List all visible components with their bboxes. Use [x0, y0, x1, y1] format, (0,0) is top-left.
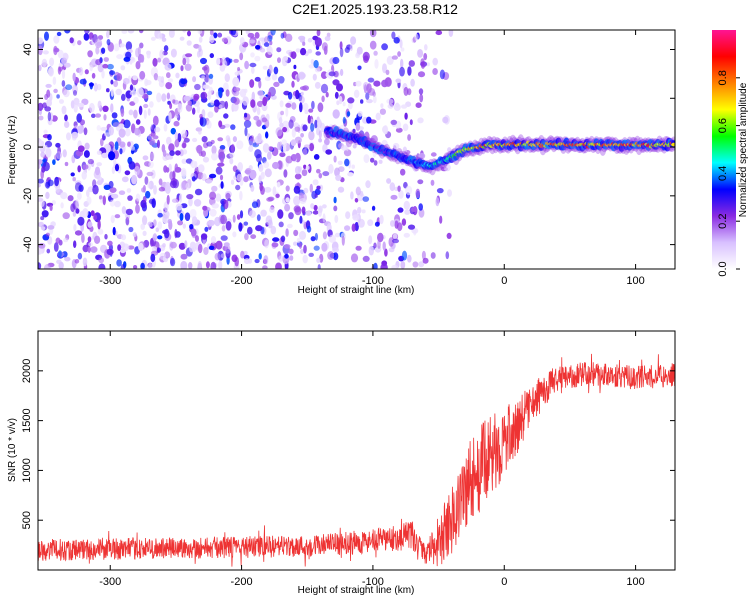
colorbar-tick-label: 0.4: [717, 166, 729, 181]
spectrogram-image: [38, 30, 675, 269]
colorbar-tick-label: 0.6: [717, 118, 729, 133]
spectrogram-y-tick-label: -20: [22, 188, 34, 204]
snr-x-tick-label: 0: [501, 576, 507, 588]
spectrogram-y-ticks: -40 -20 0 20 40: [22, 43, 675, 253]
spectrogram-frame: [37, 29, 676, 270]
spectrogram-x-tick-label: -100: [362, 275, 384, 287]
snr-x-tick-label: 100: [626, 576, 644, 588]
spectrogram-y-label: Frequency (Hz): [7, 116, 18, 185]
colorbar-label: Normalized spectral amplitude: [738, 82, 749, 217]
snr-y-tick-label: 1500: [21, 408, 33, 432]
colorbar: 0.0 0.2 0.4 0.6 0.8 Normalized spectral ampl…: [712, 30, 749, 277]
colorbar-gradient: [712, 30, 736, 269]
figure-title: C2E1.2025.193.23.58.R12: [292, 1, 458, 17]
spectrogram-y-tick-label: -40: [22, 237, 34, 253]
snr-x-tick-label: -200: [231, 576, 253, 588]
snr-y-label: SNR (10 * v/v): [7, 418, 18, 482]
spectrogram-x-tick-label: -300: [99, 275, 121, 287]
snr-y-tick-label: 2000: [21, 359, 33, 383]
spectrogram-x-ticks: -300 -200 -100 0 100: [99, 30, 645, 287]
snr-panel: -300 -200 -100 0 100 500 1000 1500 2000 Height …: [7, 330, 676, 596]
snr-x-label: Height of straight line (km): [298, 585, 415, 596]
spectrogram-x-tick-label: -200: [231, 275, 253, 287]
snr-plot-area: [38, 353, 675, 567]
snr-x-tick-label: -100: [362, 576, 384, 588]
colorbar-tick-label: 0.0: [717, 261, 729, 276]
snr-y-tick-label: 1000: [21, 458, 33, 482]
snr-y-ticks: 500 1000 1500 2000: [21, 359, 675, 529]
colorbar-ticks: 0.0 0.2 0.4 0.6 0.8: [717, 70, 740, 277]
colorbar-tick-label: 0.8: [717, 70, 729, 85]
spectrogram-x-tick-label: 100: [626, 275, 644, 287]
snr-x-ticks: -300 -200 -100 0 100: [99, 331, 645, 588]
snr-series-line: [38, 353, 675, 567]
colorbar-tick-label: 0.2: [717, 214, 729, 229]
spectrogram-x-tick-label: 0: [501, 275, 507, 287]
snr-x-tick-label: -300: [99, 576, 121, 588]
snr-y-tick-label: 500: [21, 511, 33, 529]
snr-frame: [37, 330, 676, 571]
spectrogram-y-tick-label: 20: [22, 92, 34, 104]
spectrogram-x-label: Height of straight line (km): [298, 285, 415, 296]
spectrogram-y-tick-label: 0: [22, 144, 34, 150]
spectrogram-y-tick-label: 40: [22, 43, 34, 55]
